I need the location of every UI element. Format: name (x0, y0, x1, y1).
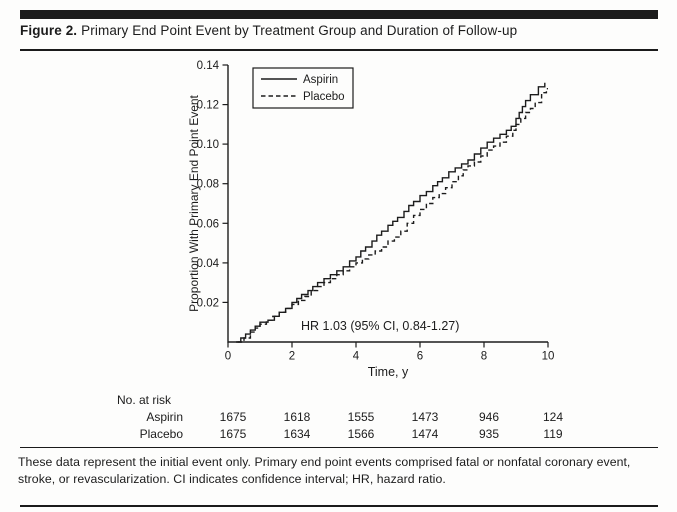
figure-title-text: Primary End Point Event by Treatment Gro… (81, 23, 518, 38)
aspirin-curve (236, 82, 546, 343)
legend-label-aspirin: Aspirin (303, 74, 338, 86)
y-axis-tick-label: 0.10 (197, 139, 219, 151)
figure-label: Figure 2. (20, 23, 78, 38)
legend-box (252, 67, 354, 109)
y-axis-tick-label: 0.04 (197, 258, 220, 270)
bottom-divider (20, 505, 658, 507)
x-axis-tick-label: 8 (481, 351, 487, 363)
y-axis-tick-label: 0.12 (197, 100, 219, 112)
placebo-curve (237, 88, 548, 343)
x-axis-title: Time, y (368, 365, 409, 379)
axes (227, 65, 548, 343)
x-axis-tick-label: 0 (225, 351, 231, 363)
x-axis-tick-label: 2 (289, 351, 295, 363)
x-axis-tick-label: 10 (542, 351, 555, 363)
legend-label-placebo: Placebo (303, 91, 345, 103)
title-divider (20, 49, 658, 51)
y-axis-tick-label: 0.06 (197, 218, 219, 230)
figure-title: Figure 2. Primary End Point Event by Trea… (20, 23, 660, 38)
footnote-divider (20, 447, 658, 449)
y-axis-tick-label: 0.14 (197, 60, 220, 72)
figure-top-bar (20, 10, 658, 19)
x-axis-tick-label: 6 (417, 351, 423, 363)
y-axis-title: Proportion With Primary End Point Event (187, 94, 201, 311)
hazard-ratio-annotation: HR 1.03 (95% CI, 0.84-1.27) (301, 319, 459, 333)
footnote-text: These data represent the initial event o… (18, 455, 631, 486)
x-axis-tick-label: 4 (353, 351, 360, 363)
y-axis-tick-label: 0.08 (197, 179, 219, 191)
y-axis-tick-label: 0.02 (197, 297, 219, 309)
